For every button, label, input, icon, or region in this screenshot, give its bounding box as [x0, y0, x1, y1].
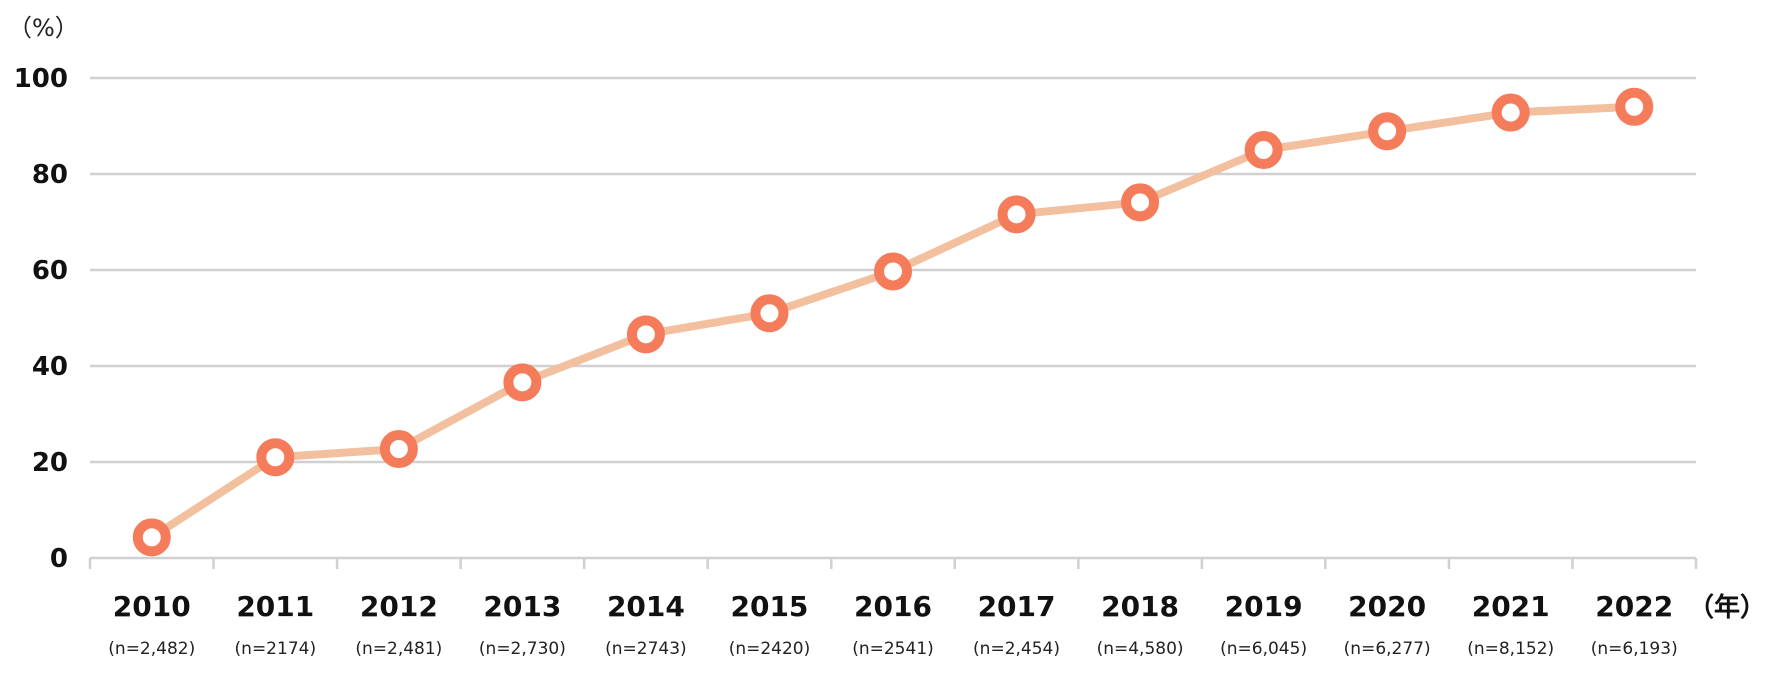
y-axis-unit-label: （%） [8, 14, 79, 42]
x-axis [88, 556, 1698, 569]
y-tick-label: 40 [32, 352, 68, 382]
sample-size-label: (n=6,193) [1591, 639, 1678, 659]
sample-size-label: (n=2,454) [973, 639, 1060, 659]
sample-size-label: (n=6,277) [1344, 639, 1431, 659]
y-tick-label: 100 [14, 64, 68, 94]
x-axis-unit-label: （年） [1688, 592, 1766, 623]
data-point [1368, 112, 1407, 151]
data-point [379, 430, 418, 469]
x-tick-label: 2021 [1472, 590, 1550, 623]
sample-size-label: (n=2541) [852, 639, 934, 659]
x-tick-label: 2022 [1595, 590, 1673, 623]
data-point [503, 363, 542, 402]
sample-size-label: (n=2420) [729, 639, 811, 659]
data-point [750, 294, 789, 333]
y-tick-label: 0 [50, 544, 68, 574]
x-axis-labels: 2010 (n=2,482) 2011 (n=2174) 2012 (n=2,481) 20… [108, 590, 1677, 659]
data-point [1615, 87, 1654, 126]
data-point [626, 315, 665, 354]
sample-size-label: (n=2743) [605, 639, 687, 659]
data-point [997, 195, 1036, 234]
x-tick-label: 2014 [607, 590, 685, 623]
data-point [874, 252, 912, 291]
x-tick-label: 2011 [236, 590, 314, 623]
data-point [256, 438, 295, 477]
x-tick-label: 2013 [483, 590, 561, 623]
x-tick-label: 2020 [1348, 590, 1426, 623]
y-tick-label: 80 [32, 160, 68, 190]
sample-size-label: (n=2174) [235, 639, 317, 659]
y-tick-label: 20 [32, 448, 68, 478]
x-tick-label: 2010 [113, 590, 191, 623]
x-tick-label: 2018 [1101, 590, 1179, 623]
sample-size-label: (n=2,481) [355, 639, 442, 659]
data-point [1244, 131, 1283, 169]
data-point [1491, 93, 1530, 132]
sample-size-label: (n=2,482) [108, 639, 195, 659]
series-layer [132, 87, 1654, 557]
x-tick-label: 2015 [730, 590, 808, 623]
sample-size-label: (n=4,580) [1097, 639, 1184, 659]
sample-size-label: (n=2,730) [479, 639, 566, 659]
y-axis-ticks: 0 20 40 60 80 100 [14, 64, 68, 574]
x-tick-label: 2016 [854, 590, 932, 623]
y-tick-label: 60 [32, 256, 68, 286]
sample-size-label: (n=6,045) [1220, 639, 1307, 659]
x-tick-label: 2017 [978, 590, 1056, 623]
sample-size-label: (n=8,152) [1467, 639, 1554, 659]
x-tick-label: 2019 [1225, 590, 1303, 623]
data-point [1121, 183, 1160, 222]
data-point [132, 518, 171, 557]
x-tick-label: 2012 [360, 590, 438, 623]
series-line [147, 102, 1639, 542]
